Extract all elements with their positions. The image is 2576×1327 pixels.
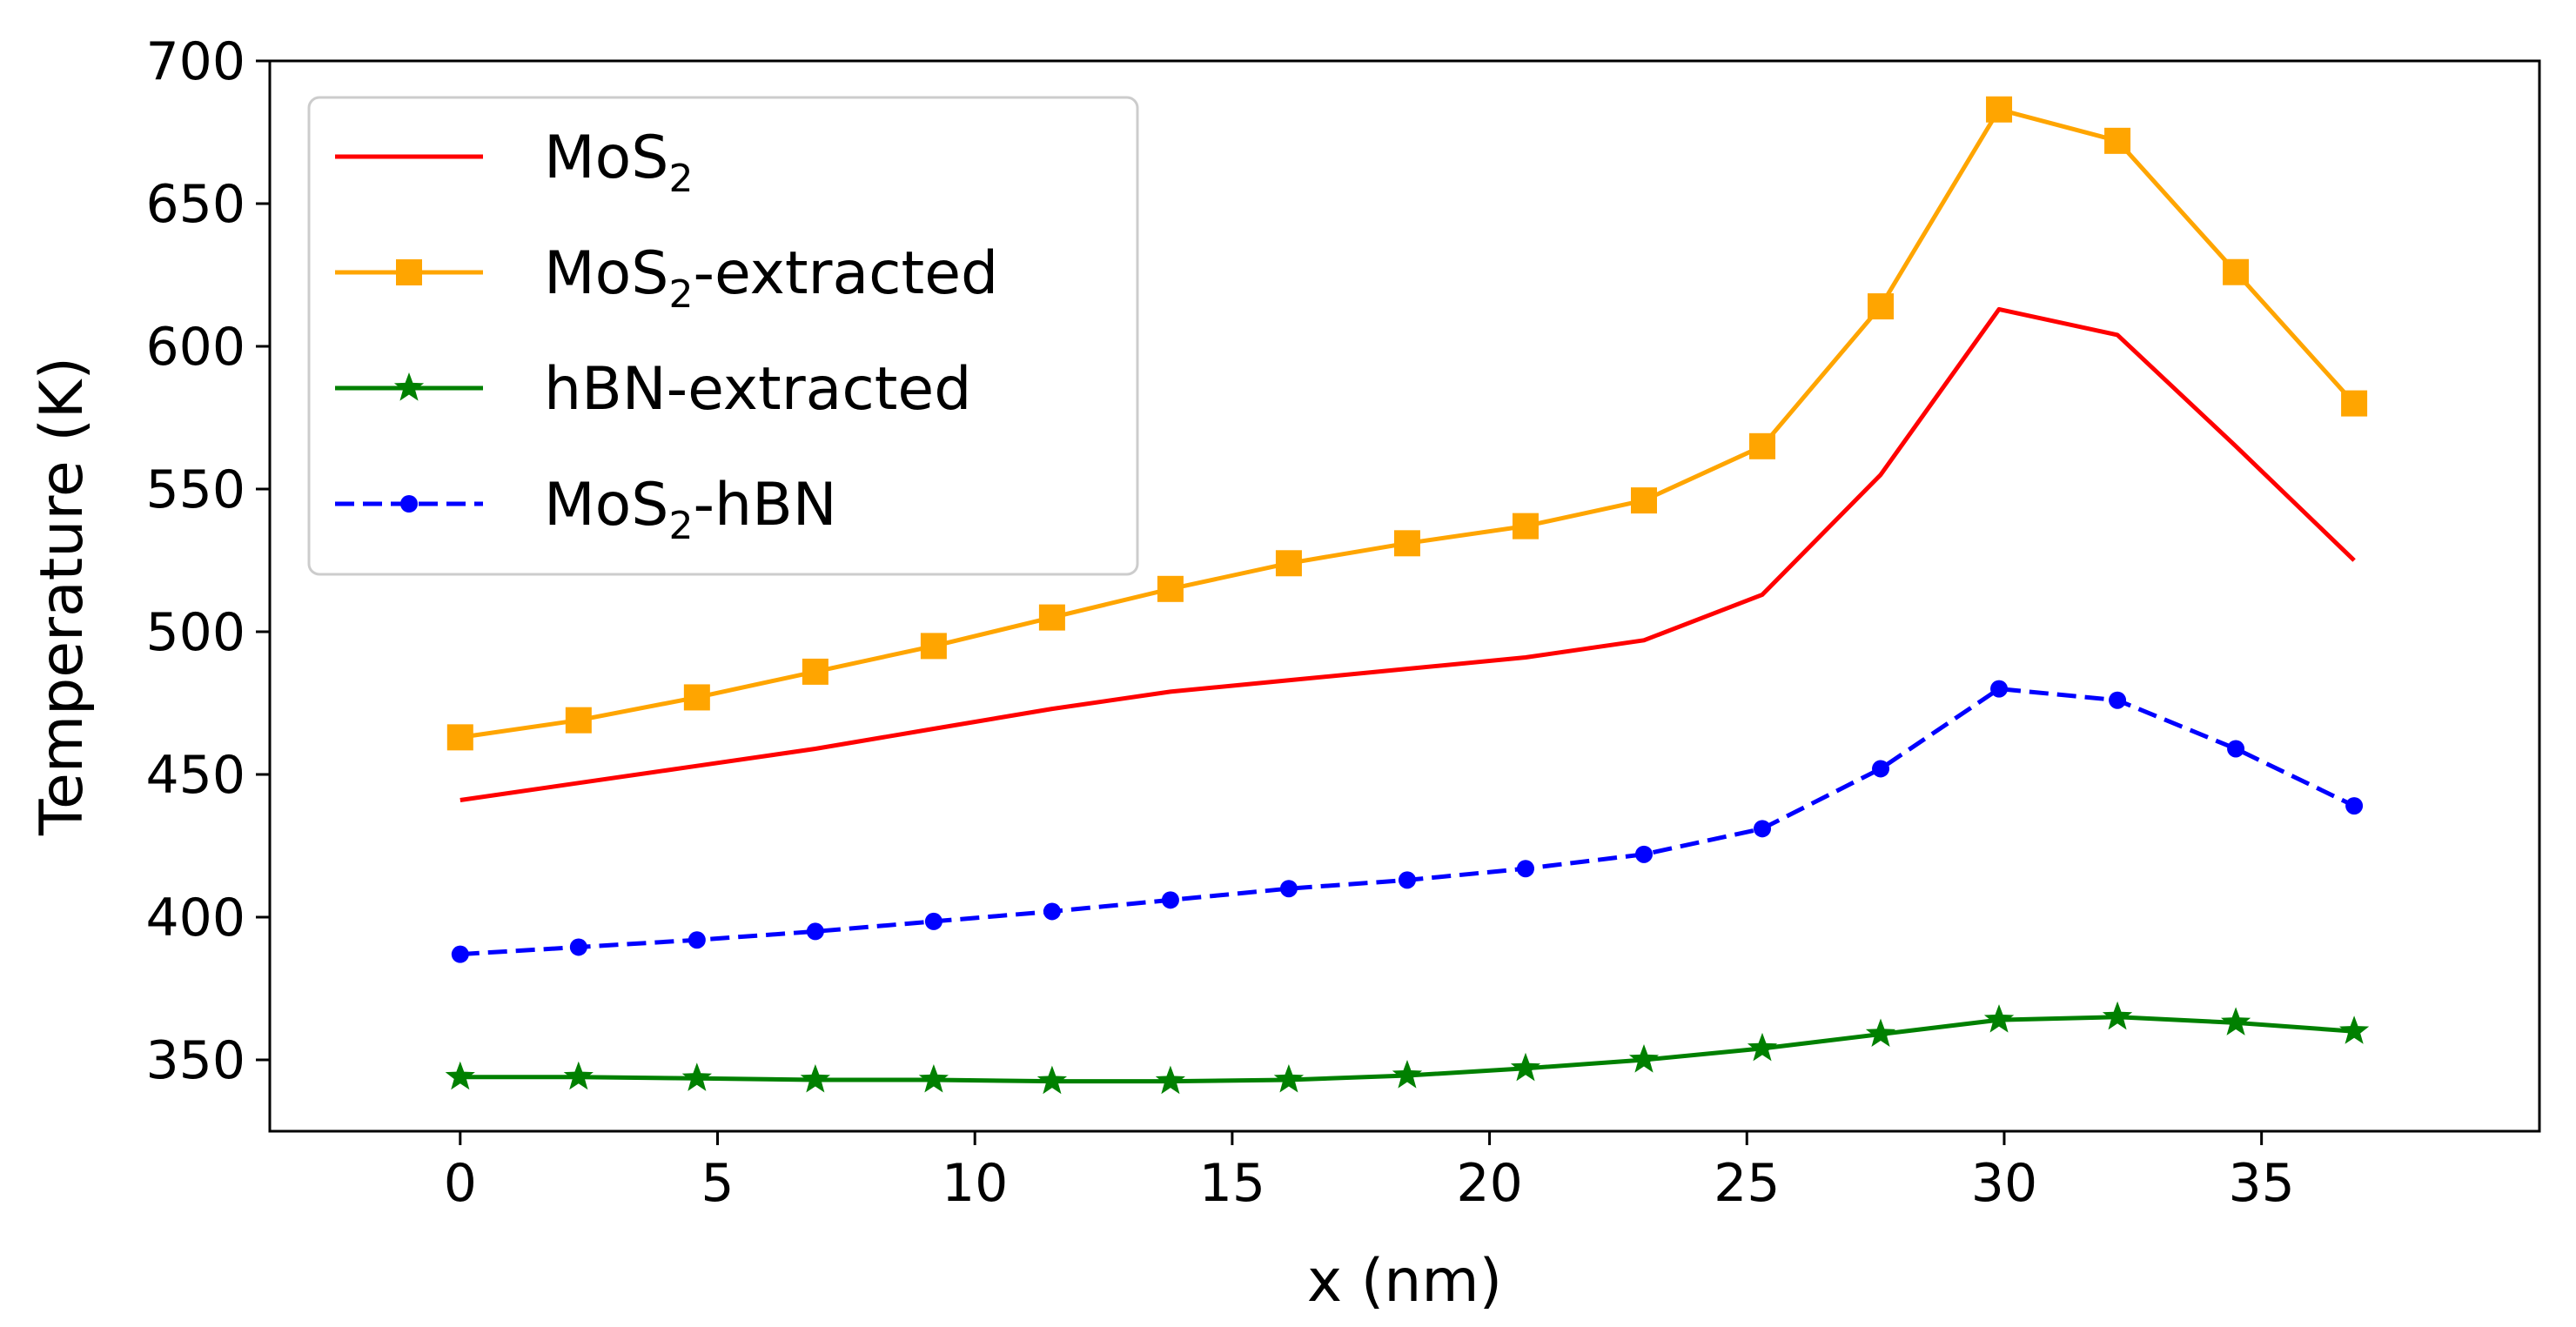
mos2-hbn-point [1634, 845, 1653, 863]
mos2-extracted-point [1038, 604, 1065, 631]
y-tick-label: 500 [145, 602, 245, 663]
legend-label-text: MoS [544, 124, 668, 192]
mos2-hbn-point [806, 922, 824, 941]
y-tick-label: 350 [145, 1030, 245, 1091]
mos2-extracted-point [1986, 96, 2013, 123]
legend-label-text: MoS [544, 239, 668, 308]
series-group [445, 96, 2370, 1095]
hbn-extracted-point [2102, 1001, 2133, 1030]
hbn-extracted-point [2339, 1015, 2370, 1044]
hbn-extracted-point [918, 1064, 949, 1093]
mos2-hbn-line [460, 687, 2356, 957]
mos2-hbn-point [1516, 860, 1534, 878]
legend-marker-mos2-extracted [396, 259, 422, 285]
mos2-extracted-point [920, 633, 947, 660]
hbn-extracted-point [1747, 1032, 1778, 1062]
mos2-line [460, 306, 2356, 802]
x-axis-label: x (nm) [1307, 1247, 1502, 1316]
hbn-extracted-point [1392, 1060, 1423, 1089]
mos2-hbn-point [569, 938, 587, 956]
hbn-extracted-point [800, 1064, 830, 1093]
mos2-hbn-point [1161, 891, 1179, 909]
mos2-hbn-point [924, 912, 943, 930]
mos2-extracted-point [1512, 513, 1539, 540]
y-tick-label: 700 [145, 31, 245, 92]
legend-label-text: MoS [544, 471, 668, 540]
hbn-extracted-point [445, 1061, 475, 1090]
x-tick-label: 15 [1199, 1153, 1265, 1214]
mos2-hbn-point [688, 931, 706, 949]
mos2-extracted-point [1157, 575, 1184, 602]
legend-label-subscript: 2 [668, 157, 693, 201]
plot-area-frame [268, 59, 2541, 1133]
mos2-hbn-point [451, 945, 469, 963]
legend-label-subscript: 2 [668, 272, 693, 317]
mos2-hbn-point [2227, 740, 2245, 758]
legend-label-mos2-hbn: MoS2-hBN [544, 471, 837, 548]
mos2-hbn-point [1043, 902, 1061, 921]
hbn-extracted-point [1865, 1018, 1896, 1047]
legend-label-mos2-extracted: MoS2-extracted [544, 239, 998, 317]
x-tick-label: 5 [701, 1153, 734, 1214]
mos2-extracted-point [1630, 487, 1657, 514]
y-tick-label: 550 [145, 459, 245, 520]
hbn-extracted-point [1155, 1065, 1185, 1095]
mos2-hbn-point [2109, 691, 2127, 709]
mos2-extracted-point [2223, 258, 2250, 285]
legend-label-suffix: -hBN [693, 471, 836, 540]
x-tick-label: 20 [1456, 1153, 1522, 1214]
hbn-extracted-point [1273, 1064, 1305, 1093]
legend-label-subscript: 2 [668, 504, 693, 548]
x-tick-label: 25 [1714, 1153, 1780, 1214]
mos2-hbn-point [1990, 680, 2009, 698]
mos2-extracted-point [565, 707, 592, 734]
hbn-extracted-point [2221, 1007, 2251, 1035]
y-tick-label: 650 [145, 174, 245, 235]
mos2-extracted-point [1275, 550, 1302, 577]
mos2-hbn-point [1398, 871, 1416, 889]
x-tick-label: 0 [444, 1153, 477, 1214]
hbn-extracted-point [1036, 1065, 1067, 1095]
y-tick-label: 450 [145, 745, 245, 806]
axis-ticks: 0 5 10 15 20 25 30 35 350 400 450 500 550 600 650 700 [145, 31, 2294, 1214]
series-mos2 [460, 306, 2356, 802]
series-mos2-hbn [451, 680, 2364, 963]
mos2-extracted-point [2341, 390, 2368, 417]
hbn-extracted-point [563, 1061, 594, 1090]
legend-label-text: hBN-extracted [544, 355, 971, 424]
hbn-extracted-point [1510, 1052, 1541, 1082]
y-axis-label: Temperature (K) [28, 357, 97, 836]
y-tick-label: 600 [145, 317, 245, 378]
mos2-extracted-point [2104, 127, 2131, 154]
mos2-extracted-point [446, 724, 473, 751]
series-mos2-extracted [446, 96, 2368, 751]
legend-label-suffix: -extracted [693, 239, 998, 308]
legend-marker-mos2-hbn [400, 495, 418, 513]
mos2-extracted-point [683, 684, 710, 711]
mos2-hbn-point [1279, 880, 1298, 898]
mos2-extracted-point [1393, 530, 1420, 557]
mos2-hbn-point [2345, 797, 2364, 815]
legend-label-mos2: MoS2 [544, 124, 693, 201]
x-tick-label: 35 [2228, 1153, 2294, 1214]
mos2-extracted-point [1868, 293, 1895, 320]
legend-box [307, 96, 1139, 576]
legend-marker-hbn-extracted [393, 372, 425, 401]
series-hbn-extracted [445, 1001, 2370, 1095]
mos2-hbn-point [1872, 760, 1890, 778]
x-tick-label: 10 [942, 1153, 1008, 1214]
mos2-extracted-point [1749, 432, 1776, 459]
hbn-extracted-point [1983, 1004, 2015, 1033]
hbn-extracted-point [1628, 1044, 1660, 1073]
x-tick-label: 30 [1971, 1153, 2037, 1214]
mos2-hbn-point [1754, 820, 1772, 838]
hbn-extracted-point [681, 1062, 712, 1091]
mos2-extracted-point [802, 658, 828, 685]
y-tick-label: 400 [145, 888, 245, 948]
legend-label-hbn-extracted: hBN-extracted [544, 355, 971, 424]
